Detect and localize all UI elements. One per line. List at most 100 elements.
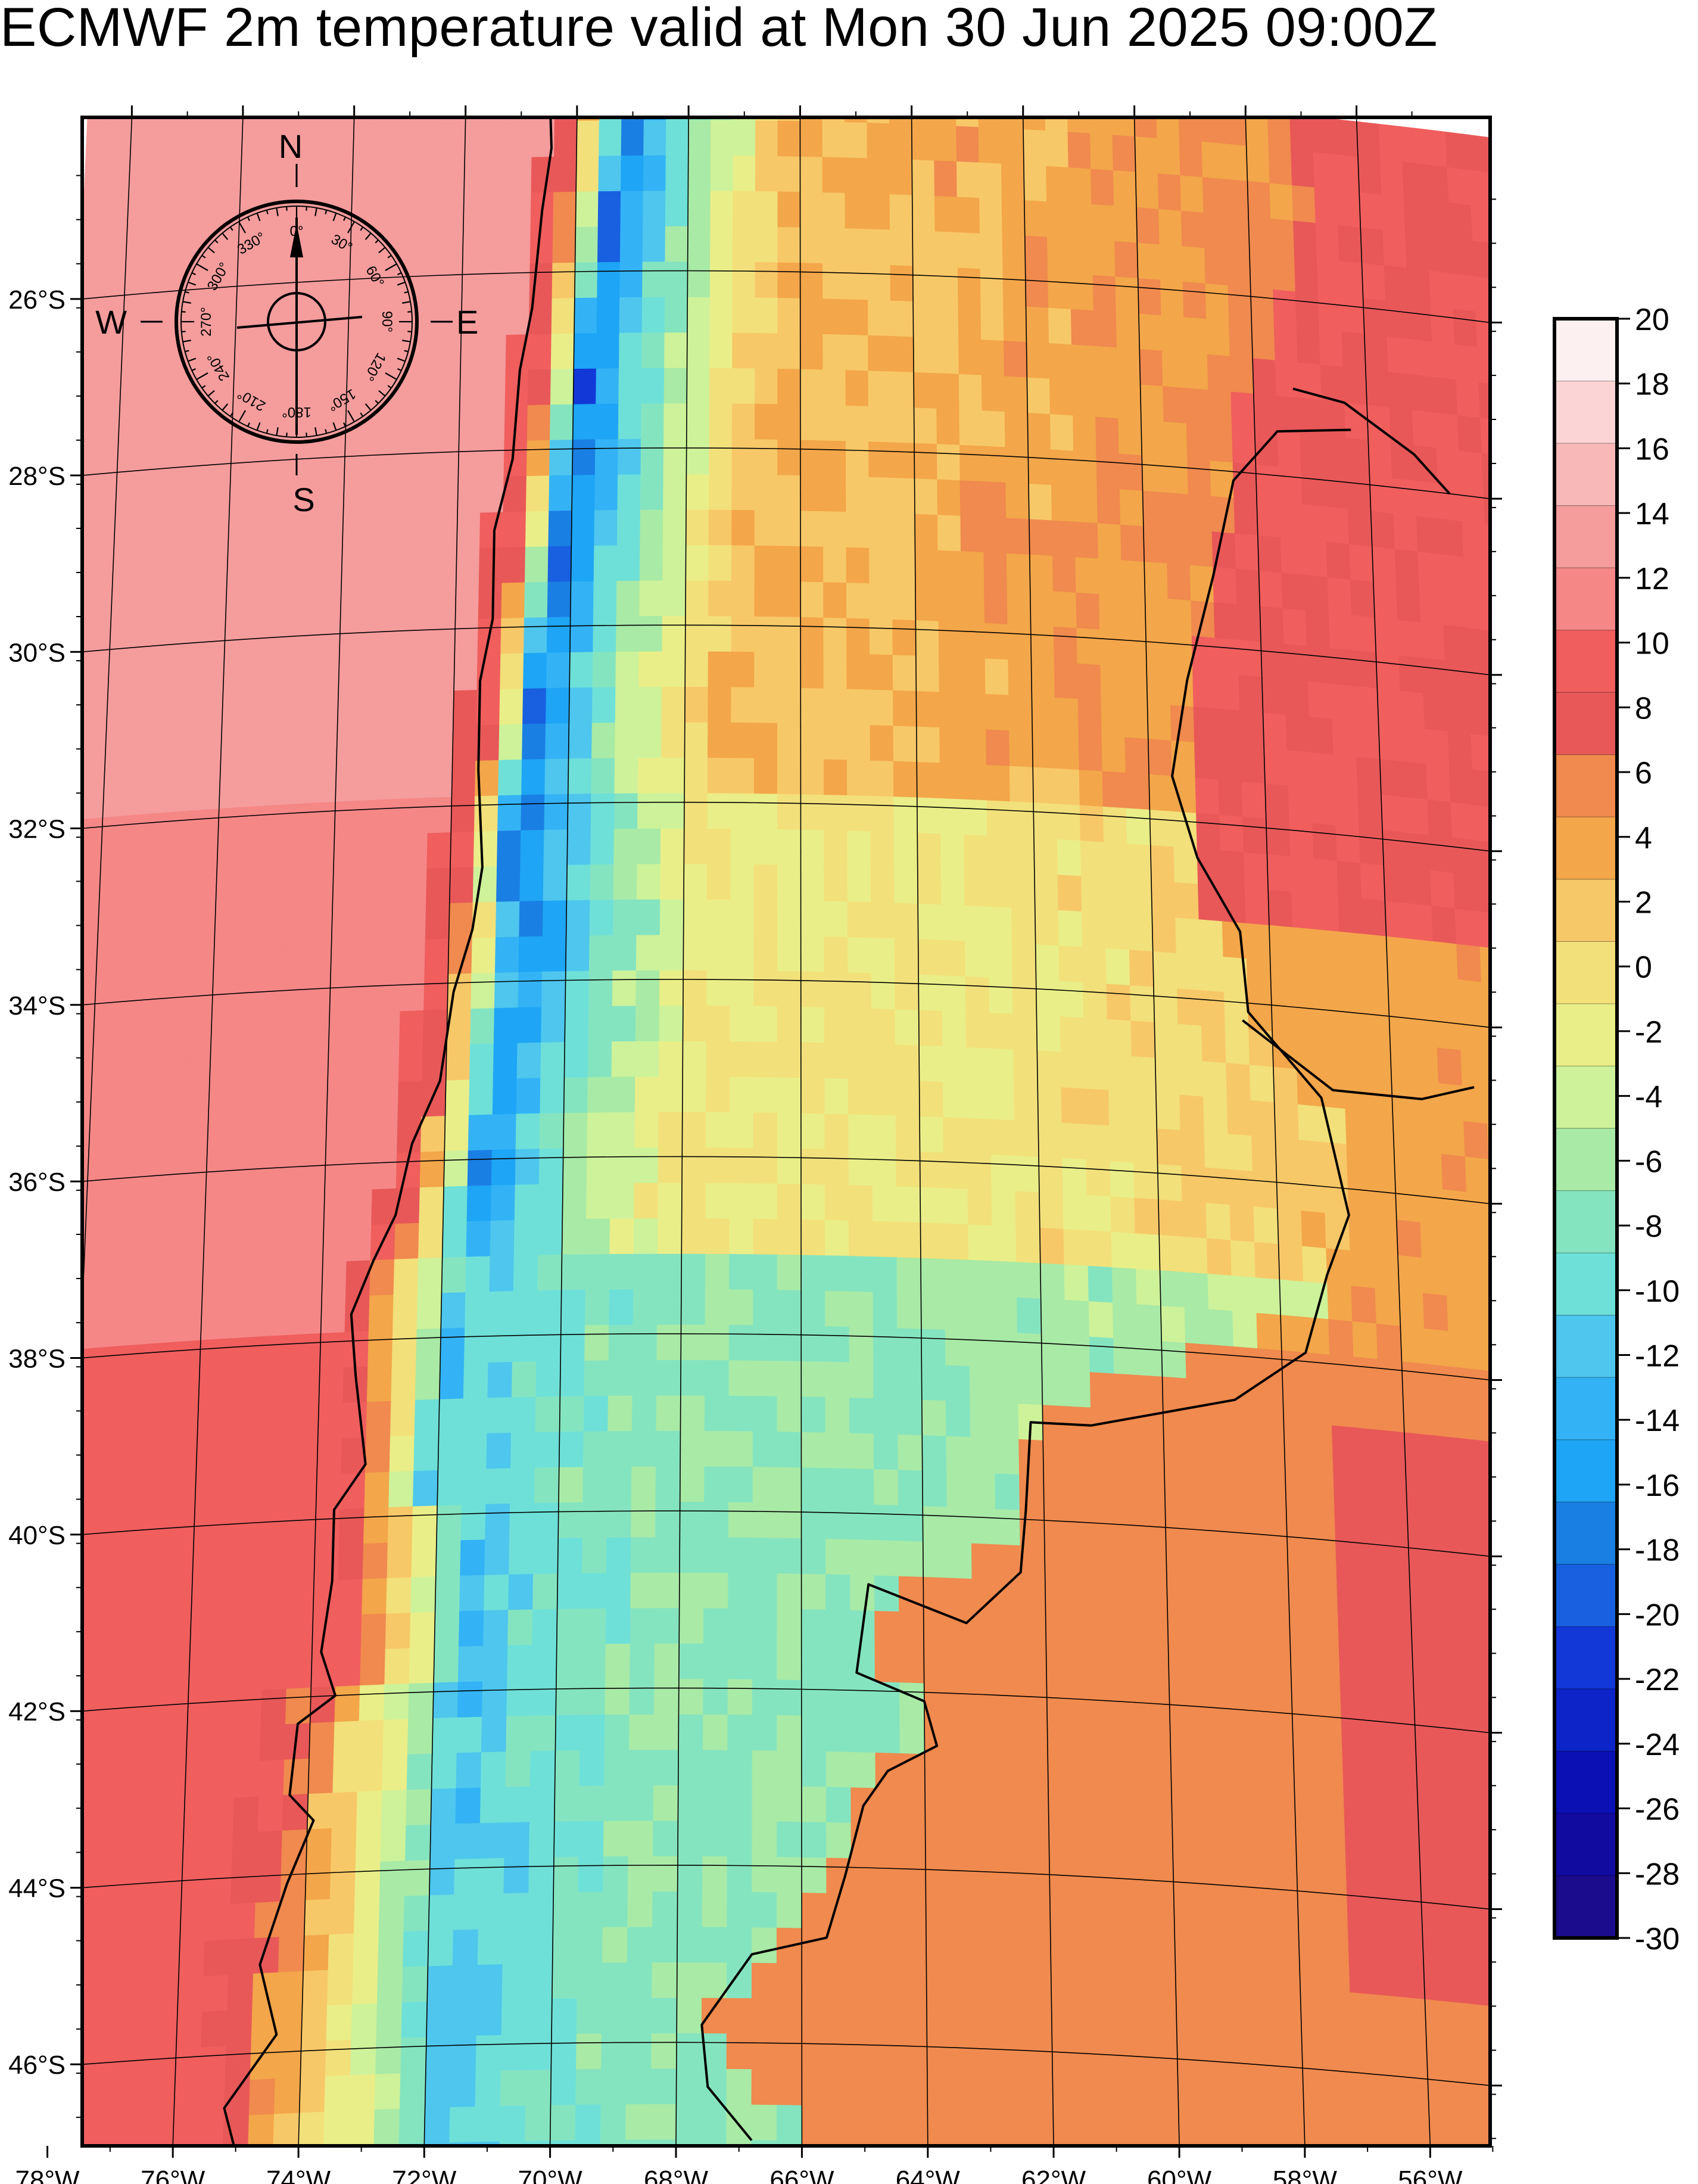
heatmap-cell [1424, 1328, 1450, 1367]
heatmap-cell [978, 127, 1002, 164]
heatmap-cell [777, 368, 801, 405]
heatmap-cell [513, 1255, 538, 1292]
heatmap-cell [1235, 1417, 1261, 1455]
heatmap-cell [453, 654, 478, 692]
heatmap-cell [1403, 1396, 1429, 1436]
heatmap-cell [1436, 447, 1461, 487]
heatmap-cell [708, 722, 732, 759]
heatmap-cell [703, 1537, 729, 1574]
heatmap-cell [846, 583, 870, 620]
heatmap-cell [566, 829, 591, 866]
heatmap-cell [1424, 729, 1450, 767]
heatmap-cell [1137, 1339, 1163, 1377]
heatmap-cell [800, 581, 824, 618]
heatmap-cell [1143, 526, 1168, 564]
heatmap-cell [1045, 117, 1068, 133]
heatmap-cell [627, 1856, 653, 1893]
heatmap-cell [429, 726, 454, 763]
heatmap-cell [459, 1575, 485, 1612]
heatmap-cell [870, 689, 894, 727]
heatmap-cell [753, 864, 778, 901]
colorbar-label: 8 [1635, 691, 1652, 726]
heatmap-cell [900, 1788, 926, 1826]
heatmap-cell [751, 2104, 777, 2141]
heatmap-cell [1294, 998, 1320, 1037]
heatmap-cell [753, 1041, 778, 1078]
heatmap-cell [1061, 1087, 1086, 1125]
heatmap-cell [1420, 622, 1445, 661]
heatmap-cell [1378, 723, 1404, 763]
heatmap-cell [992, 1261, 1017, 1298]
heatmap-cell [1452, 2072, 1479, 2111]
heatmap-cell [200, 631, 226, 670]
heatmap-cell [627, 1962, 653, 1999]
heatmap-cell [801, 1609, 827, 1646]
heatmap-cell [481, 441, 505, 478]
heatmap-cell [1556, 2154, 1582, 2184]
heatmap-cell [556, 1644, 582, 1681]
heatmap-cell [394, 231, 419, 269]
heatmap-cell [375, 2037, 402, 2075]
heatmap-cell [1155, 1093, 1181, 1131]
heatmap-cell [557, 1502, 584, 1539]
heatmap-cell [728, 1608, 753, 1645]
heatmap-cell [1239, 1558, 1265, 1597]
heatmap-cell [1269, 183, 1294, 222]
heatmap-cell [1002, 2076, 1029, 2113]
heatmap-cell [432, 1717, 458, 1754]
heatmap-cell [577, 1927, 603, 1964]
meridian-line [549, 117, 578, 2146]
heatmap-cell [235, 1725, 261, 1763]
compass-tick [188, 281, 197, 286]
heatmap-cell [1054, 697, 1079, 735]
colorbar-swatch [1554, 381, 1617, 444]
heatmap-cell [571, 474, 596, 511]
heatmap-cell [917, 903, 942, 941]
heatmap-cell [531, 1679, 557, 1716]
heatmap-cell [946, 1471, 972, 1508]
heatmap-cell [139, 1660, 166, 1698]
heatmap-cell [514, 1184, 540, 1221]
heatmap-cell [753, 1289, 778, 1326]
heatmap-cell [867, 229, 891, 266]
heatmap-cell [1392, 1784, 1419, 1823]
colorbar-frame [1553, 317, 1619, 1940]
heatmap-cell [155, 599, 181, 637]
heatmap-cell [512, 1290, 538, 1327]
heatmap-cell [82, 1311, 107, 1350]
heatmap-cell [922, 1506, 948, 1543]
heatmap-cell [977, 2110, 1004, 2146]
heatmap-cell [596, 332, 620, 369]
heatmap-cell [606, 1573, 631, 1609]
heatmap-cell [651, 2033, 677, 2070]
heatmap-cell [996, 1579, 1022, 1617]
heatmap-cell [329, 1897, 356, 1936]
heatmap-cell [181, 527, 207, 565]
heatmap-cell [1023, 117, 1046, 132]
heatmap-cell [323, 1190, 349, 1228]
heatmap-cell [1233, 497, 1258, 536]
heatmap-cell [1292, 927, 1317, 966]
heatmap-cell [1004, 376, 1028, 413]
heatmap-cell [1479, 418, 1490, 455]
heatmap-cell [800, 369, 824, 406]
heatmap-cell [1111, 1267, 1138, 1305]
heatmap-cell [309, 872, 334, 910]
heatmap-cell [391, 1329, 418, 1366]
heatmap-cell [1090, 133, 1114, 171]
heatmap-cell [990, 1155, 1016, 1192]
heatmap-cell [1204, 1167, 1230, 1206]
heatmap-cell [411, 478, 436, 516]
heatmap-cell [82, 1065, 93, 1103]
heatmap-cell [800, 687, 824, 724]
heatmap-cell [154, 634, 180, 673]
heatmap-cell [1237, 1488, 1263, 1526]
heatmap-cell [129, 1273, 156, 1311]
heatmap-cell [317, 1403, 344, 1441]
heatmap-cell [1002, 270, 1026, 307]
heatmap-cell [248, 1300, 275, 1338]
heatmap-cell [270, 1370, 296, 1407]
heatmap-cell [1088, 1265, 1113, 1303]
heatmap-cell [1201, 1025, 1227, 1064]
heatmap-cell [825, 1397, 850, 1434]
